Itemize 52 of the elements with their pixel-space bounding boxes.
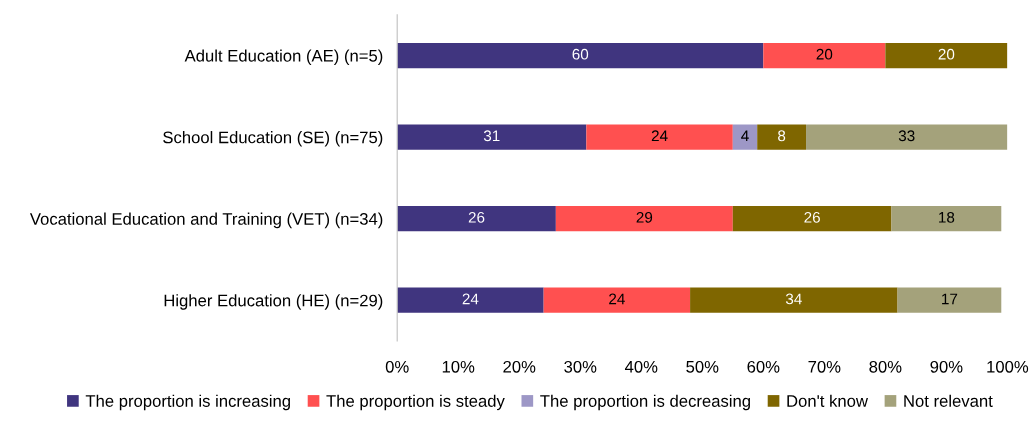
bar	[397, 287, 544, 313]
bar	[757, 124, 807, 150]
bar	[732, 124, 758, 150]
data-label: 60	[572, 48, 589, 60]
legend-label: Not relevant	[904, 394, 993, 407]
data-label: 24	[462, 293, 479, 305]
bar	[763, 42, 886, 69]
legend-label: The proportion is steady	[326, 394, 505, 411]
legend-label: The proportion is increasing	[85, 394, 290, 411]
x-tick-label: 90%	[930, 360, 963, 373]
bar	[897, 287, 1002, 313]
data-label: 20	[938, 48, 955, 60]
x-tick-label: 20%	[503, 360, 536, 373]
x-tick-label: 50%	[686, 360, 719, 373]
x-tick-label: 70%	[808, 360, 841, 373]
y-tick-label: Vocational Education and Training (VET) (n=34)	[29, 212, 383, 229]
data-label: 31	[483, 130, 500, 142]
legend-label: The proportion is decreasing	[540, 394, 750, 411]
x-tick-label: 40%	[624, 360, 658, 373]
bar	[397, 42, 764, 69]
data-label: 34	[785, 293, 802, 305]
bar	[806, 124, 1008, 150]
data-label: 18	[939, 211, 955, 223]
data-label: 26	[804, 211, 820, 223]
bar	[891, 206, 1002, 232]
bar	[543, 287, 691, 313]
data-label: 24	[609, 293, 625, 305]
legend-label: Don't know	[787, 394, 869, 407]
bar	[732, 206, 892, 232]
x-tick-label: 30%	[564, 360, 597, 373]
x-tick-label: 0%	[385, 360, 409, 373]
x-tick-label: 60%	[747, 360, 780, 373]
bar	[885, 42, 1008, 69]
y-tick-label: Adult Education (AE) (n=5)	[184, 49, 383, 66]
x-tick-label: 100%	[987, 360, 1029, 373]
data-label: 33	[898, 130, 915, 142]
y-tick-label: School Education (SE) (n=75)	[163, 131, 383, 147]
x-tick-label: 10%	[442, 360, 475, 373]
data-label: 26	[468, 211, 485, 223]
data-label: 20	[816, 48, 833, 60]
data-label: 17	[942, 293, 958, 305]
y-tick-label: Higher Education (HE) (n=29)	[164, 294, 383, 310]
bar	[586, 124, 733, 150]
bar	[397, 206, 556, 232]
bar	[555, 206, 733, 232]
data-label: 8	[778, 130, 786, 142]
bar	[397, 124, 587, 150]
bar	[690, 287, 898, 313]
x-tick-label: 80%	[869, 360, 902, 373]
data-label: 24	[651, 130, 668, 142]
data-label: 4	[741, 130, 749, 142]
data-label: 29	[636, 211, 653, 223]
